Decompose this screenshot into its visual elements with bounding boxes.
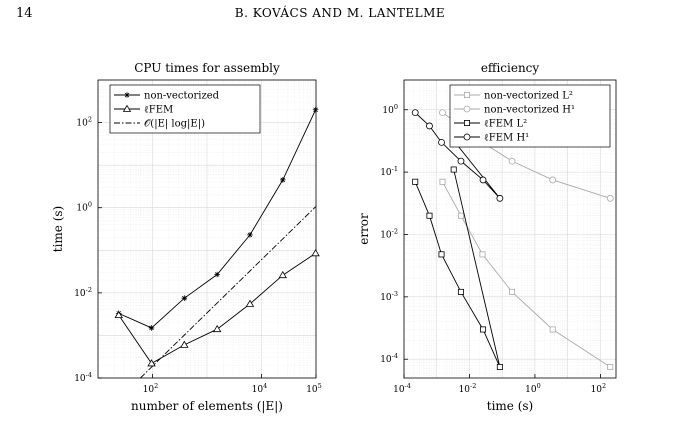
data-point xyxy=(181,295,188,301)
x-axis-label: number of elements (|E|) xyxy=(131,399,283,413)
chart-1: 102 104 105 10-4 10-2 100 102 CPU times for ass… xyxy=(51,61,322,413)
x-tick-label: 102 xyxy=(591,382,607,395)
x-tick-label: 105 xyxy=(306,382,322,395)
data-point xyxy=(463,133,471,141)
series-line xyxy=(140,206,316,379)
data-point xyxy=(122,104,132,112)
plot-frame xyxy=(403,79,617,379)
chart-title: CPU times for assembly xyxy=(134,61,280,75)
x-tick-label: 100 xyxy=(525,382,541,395)
legend-label: non-vectorized H¹ xyxy=(484,105,575,116)
y-tick-label: 102 xyxy=(76,116,92,129)
data-point xyxy=(463,105,471,113)
data-point xyxy=(278,270,287,279)
data-point xyxy=(438,251,445,258)
data-point xyxy=(279,177,286,183)
legend: non-vectorized L² non-vectorized H¹ ℓFEM L… xyxy=(449,84,611,148)
data-point xyxy=(463,92,470,99)
data-point xyxy=(479,176,487,184)
data-point xyxy=(450,166,457,173)
series-line xyxy=(118,109,317,329)
data-point xyxy=(426,212,433,219)
chart-2: 10-4 10-2 100 102 10-4 10-3 10-2 10-1 100 efficie… xyxy=(357,61,617,413)
data-point xyxy=(147,359,156,367)
data-point xyxy=(312,106,319,113)
data-point xyxy=(457,212,464,219)
y-tick-label: 10-4 xyxy=(380,352,398,365)
legend-label: ℓFEM xyxy=(144,105,173,116)
data-point xyxy=(480,326,487,333)
data-point xyxy=(114,310,123,319)
x-tick-label: 10-2 xyxy=(459,382,477,395)
y-tick-label: 10-3 xyxy=(380,290,398,303)
data-point xyxy=(439,109,446,117)
data-point xyxy=(426,122,433,130)
legend-box xyxy=(109,84,261,134)
x-tick-label: 104 xyxy=(252,382,268,395)
data-point xyxy=(148,325,155,331)
y-tick-label: 10-4 xyxy=(74,371,92,384)
data-point xyxy=(245,299,255,307)
data-point xyxy=(311,248,320,257)
data-point xyxy=(549,326,556,333)
y-tick-label: 10-1 xyxy=(380,165,398,178)
data-point xyxy=(412,178,419,185)
data-point xyxy=(463,120,470,127)
data-point xyxy=(247,232,253,238)
y-axis-label: time (s) xyxy=(51,206,65,252)
legend-label: ℓFEM L² xyxy=(484,119,527,130)
data-point xyxy=(457,288,464,295)
x-tick-label: 102 xyxy=(143,382,159,395)
data-point xyxy=(606,194,614,202)
legend: non-vectorized ℓFEM 𝒪(|E| log|E|) xyxy=(109,84,261,134)
data-point xyxy=(438,138,445,146)
data-point xyxy=(411,109,419,117)
data-point xyxy=(496,194,504,202)
series-line xyxy=(118,252,316,365)
data-point xyxy=(607,364,614,371)
series-line xyxy=(442,181,611,368)
chart-title: efficiency xyxy=(481,61,540,75)
legend-label: non-vectorized xyxy=(144,91,220,102)
data-point xyxy=(180,340,189,348)
data-point xyxy=(508,157,516,165)
y-axis-label: error xyxy=(357,213,371,245)
y-tick-label: 10-2 xyxy=(380,227,398,240)
running-header: B. KOVÁCS AND M. LANTELME xyxy=(234,6,446,20)
data-point xyxy=(549,176,557,184)
y-tick-label: 10-2 xyxy=(74,286,92,299)
legend-label: non-vectorized L² xyxy=(484,91,573,102)
data-point xyxy=(509,288,516,295)
data-point xyxy=(457,157,465,165)
data-point xyxy=(124,92,130,98)
data-point xyxy=(214,271,220,278)
y-tick-label: 100 xyxy=(382,103,398,116)
data-point xyxy=(439,178,446,185)
x-axis-label: time (s) xyxy=(487,399,533,413)
data-point xyxy=(212,324,222,333)
page-number: 14 xyxy=(16,6,33,21)
plot-frame xyxy=(97,79,317,379)
series-line xyxy=(414,169,501,368)
legend-label: 𝒪(|E| log|E|) xyxy=(144,119,205,130)
x-tick-label: 10-4 xyxy=(393,382,411,395)
legend-label: ℓFEM H¹ xyxy=(484,133,529,144)
data-point xyxy=(479,251,486,258)
data-point xyxy=(496,364,503,371)
y-tick-label: 100 xyxy=(76,201,92,214)
